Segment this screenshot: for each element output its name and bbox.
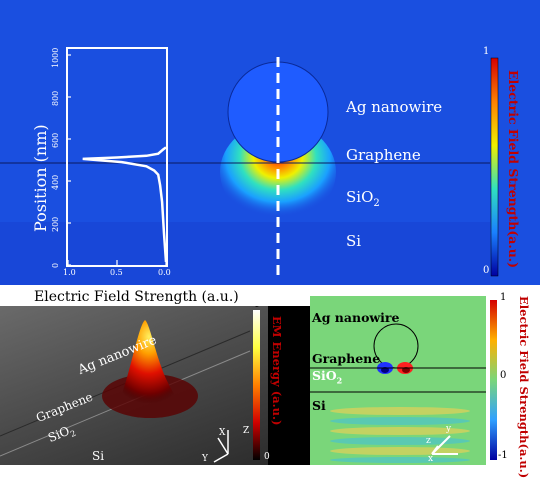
bl-axis-z: Z (243, 426, 250, 436)
br-colorbar-max: 1 (500, 292, 507, 303)
label-si: Si (346, 232, 362, 250)
label-sio2: SiO2 (346, 188, 380, 209)
br-colorbar-area (490, 300, 497, 460)
top-colorbar-label: Electric Field Strength(a.u.) (506, 70, 521, 269)
br-colorbar-min: -1 (498, 450, 508, 461)
si-region (0, 222, 490, 285)
bottom-left-panel: Ag nanowire Graphene SiO2 Si Z X Y 1 (0, 306, 268, 465)
inset-line-plot (66, 54, 168, 266)
xtick-1: 1.0 (63, 268, 76, 277)
inset-xlabel: Electric Field Strength (a.u.) (34, 289, 239, 305)
top-colorbar (490, 57, 499, 277)
top-colorbar-max: 1 (483, 46, 490, 57)
field-profile-line (82, 146, 168, 262)
br-axis-x: x (428, 454, 434, 464)
bl-colorbar-max: 1 (254, 306, 260, 310)
ytick-200: 200 (51, 216, 60, 232)
br-label-nanowire: Ag nanowire (312, 310, 400, 325)
ytick-800: 800 (51, 90, 60, 106)
label-graphene: Graphene (346, 146, 421, 164)
label-ag-nanowire: Ag nanowire (346, 98, 443, 116)
bl-colorbar-min: 0 (264, 452, 270, 462)
ytick-600: 600 (51, 132, 60, 148)
br-nanowire-circle (373, 323, 419, 369)
bl-label-si: Si (92, 449, 105, 463)
br-colorbar-mid: 0 (500, 370, 507, 381)
bl-colorbar-label-area (268, 306, 310, 465)
bl-axis-y: Y (202, 454, 208, 464)
ytick-1000: 1000 (51, 47, 60, 68)
energy-peak (118, 320, 180, 404)
bl-colorbar (253, 310, 260, 460)
bl-colorbar-label: EM Energy (a.u.) (270, 316, 284, 426)
br-label-sio2: SiO2 (312, 368, 343, 386)
xtick-0: 0.0 (158, 268, 171, 277)
xtick-05: 0.5 (110, 268, 123, 277)
bl-axis-x: X (219, 428, 226, 438)
br-label-graphene: Graphene (312, 351, 381, 366)
br-field-map (310, 323, 486, 463)
inset-ylabel: Position (nm) (31, 124, 50, 232)
br-axis-y: y (446, 424, 452, 434)
br-colorbar (490, 300, 497, 460)
ytick-0: 0 (51, 262, 60, 268)
energy-surface (0, 310, 260, 463)
top-colorbar-min: 0 (483, 265, 490, 276)
top-field-map (0, 57, 499, 285)
br-axis-z: z (426, 436, 431, 446)
br-label-si: Si (312, 398, 326, 413)
br-colorbar-label: Electric Field Strength(a.u.) (517, 296, 531, 478)
ytick-400: 400 (51, 174, 60, 190)
inset-plot-frame (66, 47, 168, 267)
top-field-panel: Ag nanowire Graphene SiO2 Si 1 0 Electri… (0, 0, 540, 285)
bottom-right-panel: Ag nanowire Graphene SiO2 Si y z x (310, 296, 486, 465)
